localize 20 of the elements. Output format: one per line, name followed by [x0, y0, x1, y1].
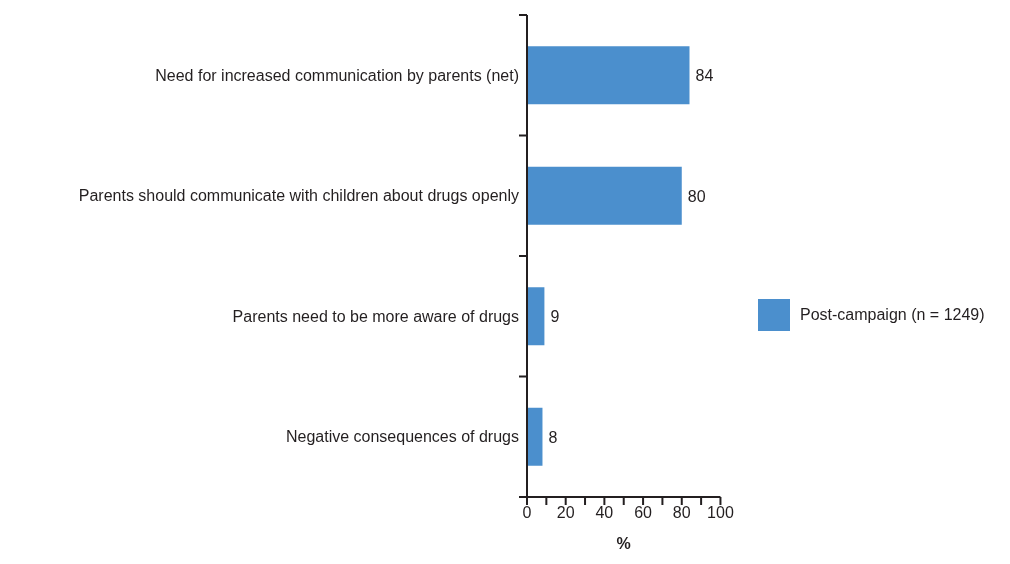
y-tick-label: Negative consequences of drugs: [285, 428, 519, 446]
x-tick-label: 60: [634, 504, 653, 522]
y-tick-label: Need for increased communication by parents (net): [155, 66, 519, 84]
bar: [527, 287, 545, 346]
x-tick-label: 20: [556, 504, 575, 522]
x-tick-label: 40: [595, 504, 614, 522]
x-tick-label: 0: [522, 504, 532, 522]
legend-label: Post-campaign (n = 1249): [800, 306, 985, 324]
bar: [527, 407, 543, 466]
data-label: 9: [550, 308, 560, 326]
bar: [527, 46, 690, 105]
y-tick-label: Parents should communicate with children about drugs openly: [78, 187, 519, 205]
x-tick-label: 100: [707, 504, 734, 522]
bar: [527, 166, 682, 225]
data-label: 80: [687, 187, 706, 205]
data-label: 84: [695, 67, 714, 85]
x-axis-title: %: [616, 535, 631, 552]
y-tick-label: Parents need to be more aware of drugs: [232, 307, 519, 325]
x-tick-label: 80: [672, 504, 691, 522]
data-label: 8: [548, 428, 558, 446]
